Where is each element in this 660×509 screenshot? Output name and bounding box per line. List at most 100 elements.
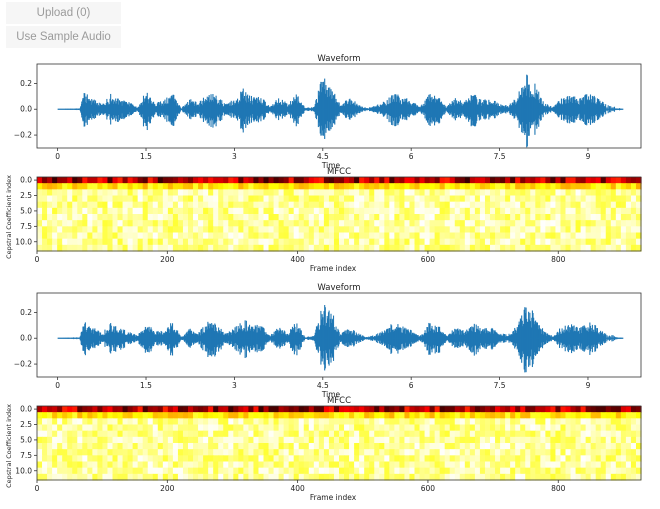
mfcc-cell: [580, 220, 587, 227]
mfcc-cell: [545, 424, 551, 432]
mfcc-cell: [87, 244, 93, 252]
mfcc-cell: [620, 207, 627, 215]
mfcc-cell: [540, 214, 546, 221]
mfcc-cell: [127, 201, 134, 209]
mfcc-cell: [97, 201, 104, 209]
mfcc-cell: [575, 406, 582, 413]
upload-button[interactable]: Upload (0): [6, 2, 121, 24]
mfcc-cell: [384, 412, 390, 419]
mfcc-cell: [575, 189, 582, 197]
mfcc-cell: [595, 189, 602, 197]
mfcc-cell: [474, 430, 481, 438]
mfcc-cell: [97, 207, 104, 215]
mfcc-cell: [630, 238, 637, 246]
mfcc-cell: [495, 473, 501, 481]
mfcc-cell: [530, 220, 536, 227]
mfcc-cell: [333, 201, 340, 209]
mfcc-cell: [177, 244, 184, 252]
mfcc-cell: [248, 232, 255, 240]
mfcc-cell: [424, 183, 431, 190]
mfcc-cell: [525, 473, 531, 481]
mfcc-cell: [374, 232, 380, 240]
mfcc-cell: [223, 449, 229, 456]
mfcc-cell: [369, 412, 375, 419]
mfcc-cell: [127, 443, 134, 450]
mfcc-cell: [615, 455, 622, 463]
mfcc-cell: [600, 207, 607, 215]
mfcc-cell: [540, 238, 546, 246]
mfcc-cell: [188, 244, 194, 252]
mfcc-cell: [515, 406, 521, 413]
mfcc-cell: [505, 443, 511, 450]
mfcc-cell: [137, 226, 144, 234]
mfcc-cell: [248, 207, 255, 215]
mfcc-cell: [404, 232, 411, 240]
mfcc-cell: [515, 455, 521, 463]
mfcc-cell: [172, 424, 179, 432]
mfcc-cell: [349, 455, 355, 463]
mfcc-cell: [605, 226, 612, 234]
mfcc-cell: [52, 436, 58, 444]
mfcc-cell: [424, 418, 431, 426]
mfcc-cell: [233, 430, 239, 438]
mfcc-cell: [535, 238, 541, 246]
mfcc-cell: [615, 436, 622, 444]
mfcc-cell: [424, 436, 431, 444]
mfcc-cell: [167, 436, 174, 444]
mfcc-cell: [459, 214, 466, 221]
mfcc-cell: [218, 226, 224, 234]
mfcc-cell: [248, 195, 255, 203]
mfcc-cell: [550, 201, 557, 209]
mfcc-cell: [565, 418, 572, 426]
mfcc-cell: [620, 238, 627, 246]
mfcc-cell: [464, 455, 471, 463]
mfcc-cell: [424, 424, 431, 432]
mfcc-cell: [369, 207, 375, 215]
mfcc-cell: [580, 449, 587, 456]
mfcc-cell: [303, 418, 310, 426]
mfcc-cell: [444, 195, 451, 203]
mfcc-cell: [565, 449, 572, 456]
mfcc-cell: [162, 226, 169, 234]
mfcc-cell: [253, 244, 260, 252]
mfcc-cell: [208, 443, 214, 450]
mfcc-cell: [67, 461, 73, 469]
mfcc-cell: [198, 436, 204, 444]
mfcc-cell: [590, 226, 597, 234]
mfcc-cell: [630, 183, 637, 190]
mfcc-cell: [112, 244, 119, 252]
mfcc-cell: [424, 238, 431, 246]
mfcc-cell: [404, 418, 411, 426]
mfcc-cell: [545, 226, 551, 234]
mfcc-cell: [333, 436, 340, 444]
mfcc-cell: [540, 455, 546, 463]
mfcc-cell: [630, 214, 637, 221]
mfcc-cell: [92, 201, 98, 209]
mfcc-cell: [223, 183, 229, 190]
mfcc-cell: [585, 473, 592, 481]
plot-frame: [36, 405, 642, 481]
mfcc-cell: [349, 467, 355, 475]
mfcc-cell: [182, 473, 189, 481]
mfcc-cell: [313, 214, 320, 221]
mfcc-cell: [510, 436, 516, 444]
mfcc-cell: [193, 455, 199, 463]
mfcc-cell: [595, 418, 602, 426]
mfcc-cell: [520, 436, 526, 444]
mfcc-cell: [419, 473, 426, 481]
mfcc-cell: [117, 443, 124, 450]
mfcc-cell: [218, 455, 224, 463]
mfcc-cell: [434, 177, 441, 184]
mfcc-cell: [560, 183, 567, 190]
mfcc-cell: [208, 189, 214, 197]
mfcc-cell: [545, 406, 551, 413]
mfcc-cell: [213, 238, 219, 246]
mfcc-cell: [263, 418, 270, 426]
mfcc-cell: [585, 189, 592, 197]
use-sample-audio-button[interactable]: Use Sample Audio: [6, 26, 121, 48]
mfcc-cell: [429, 189, 436, 197]
mfcc-cell: [77, 461, 83, 469]
mfcc-cell: [505, 424, 511, 432]
mfcc-cell: [122, 232, 129, 240]
